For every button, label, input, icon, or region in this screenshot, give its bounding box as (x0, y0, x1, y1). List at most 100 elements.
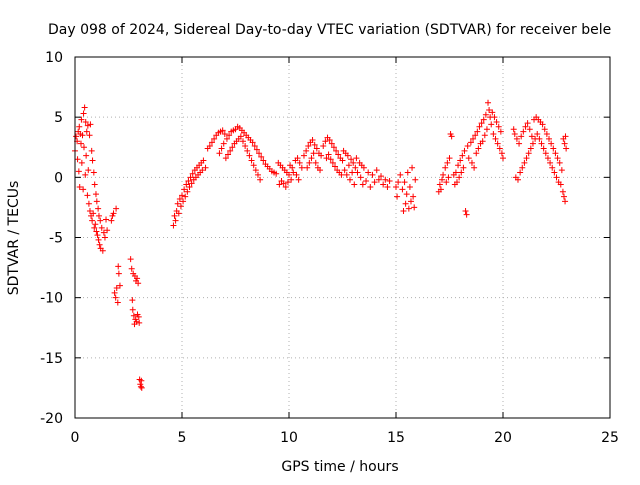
data-point (135, 280, 142, 287)
x-tick-label: 10 (280, 430, 298, 446)
data-point (493, 118, 500, 125)
data-point (558, 167, 565, 174)
data-point (488, 121, 495, 128)
data-point (101, 234, 108, 241)
data-point (521, 159, 528, 166)
data-point (344, 152, 351, 159)
data-point (492, 135, 499, 142)
data-point (442, 164, 449, 171)
data-point (560, 193, 567, 200)
data-point (518, 133, 525, 140)
data-point (522, 123, 529, 130)
x-tick-label: 0 (71, 430, 80, 446)
data-point (184, 188, 191, 195)
data-point (375, 176, 382, 183)
data-point (409, 164, 416, 171)
data-point (478, 120, 485, 127)
data-point (453, 179, 460, 186)
data-point (491, 114, 498, 121)
data-point (411, 204, 418, 211)
data-point (312, 159, 319, 166)
data-point (412, 176, 419, 183)
data-point (511, 131, 518, 138)
x-tick-label: 25 (601, 430, 619, 446)
y-axis-label: SDTVAR / TECUs (6, 181, 22, 296)
data-point (73, 133, 80, 140)
data-point (520, 128, 527, 135)
data-point (338, 171, 345, 178)
data-point (332, 163, 339, 170)
data-point (84, 192, 91, 199)
data-point (562, 198, 569, 205)
data-point (448, 133, 455, 140)
data-point (348, 156, 355, 163)
data-point (540, 145, 547, 152)
data-point (551, 169, 558, 176)
data-point (542, 150, 549, 157)
data-point (465, 155, 472, 162)
data-point (78, 159, 85, 166)
data-point (185, 177, 192, 184)
data-point (282, 183, 289, 190)
data-point (410, 193, 417, 200)
data-point (74, 156, 81, 163)
data-point (556, 159, 563, 166)
data-point (200, 157, 207, 164)
data-point (180, 198, 187, 205)
data-point (445, 174, 452, 181)
y-tick-label: -15 (40, 351, 63, 367)
data-point (516, 140, 523, 147)
data-point (369, 171, 376, 178)
data-point (220, 140, 227, 147)
data-point (439, 176, 446, 183)
data-point (181, 186, 188, 193)
data-point (541, 126, 548, 133)
data-point (218, 145, 225, 152)
data-point (137, 383, 144, 390)
data-point (298, 164, 305, 171)
data-point (397, 171, 404, 178)
data-point (313, 145, 320, 152)
data-point (455, 162, 462, 169)
data-point (108, 217, 115, 224)
data-point (113, 205, 120, 212)
data-point (276, 181, 283, 188)
data-point (498, 150, 505, 157)
data-point (406, 183, 413, 190)
data-point (80, 110, 87, 117)
data-point (472, 132, 479, 139)
data-point (116, 282, 123, 289)
data-point (517, 169, 524, 176)
data-point (329, 159, 336, 166)
data-point (476, 123, 483, 130)
data-point (525, 150, 532, 157)
data-point (308, 155, 315, 162)
data-point (305, 143, 312, 150)
data-point (500, 155, 506, 162)
data-point (353, 155, 360, 162)
data-point (80, 144, 87, 151)
data-point (380, 181, 387, 188)
data-point (365, 169, 372, 176)
data-point (562, 133, 569, 140)
data-point (273, 170, 280, 177)
data-point (403, 191, 410, 198)
data-point (82, 118, 89, 125)
data-point (290, 169, 297, 176)
data-point (216, 150, 223, 157)
data-points (72, 99, 570, 391)
data-point (310, 150, 317, 157)
data-point (175, 210, 182, 217)
data-point (393, 183, 399, 190)
data-point (189, 170, 196, 177)
data-point (136, 319, 143, 326)
data-point (92, 221, 99, 228)
data-point (288, 176, 295, 183)
data-point (311, 141, 318, 148)
data-point (399, 186, 406, 193)
data-point (176, 195, 183, 202)
data-point (129, 297, 136, 304)
data-point (199, 167, 206, 174)
data-point (404, 169, 411, 176)
